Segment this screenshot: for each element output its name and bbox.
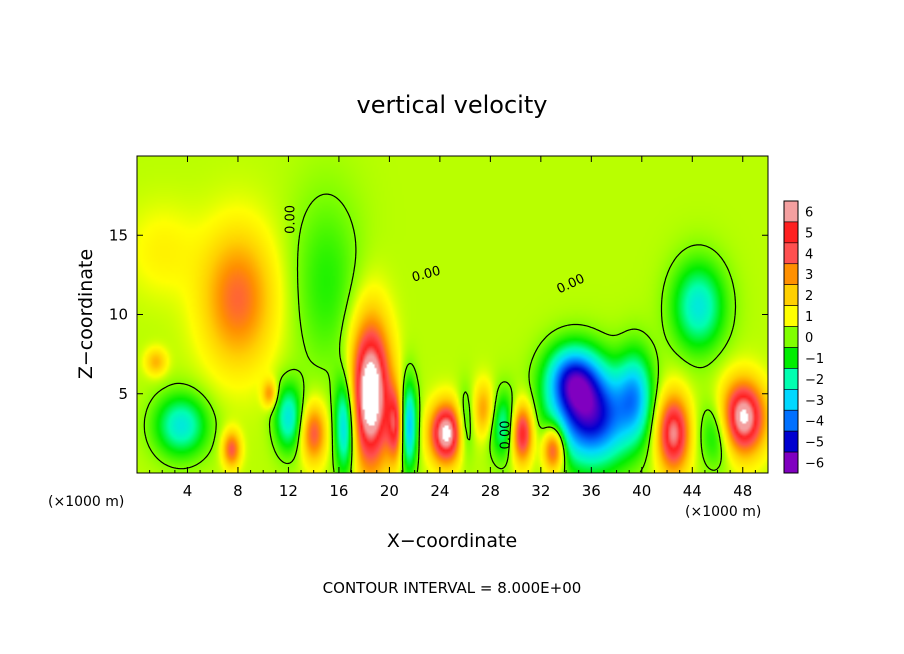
colorbar-label: −6 [805, 457, 824, 472]
colorbar-swatch [783, 409, 799, 432]
colorbar-frame [783, 200, 799, 474]
plot-area: 0.000.00 0.000.00 4 8 12 16 20 24 28 32 36 40 44 48 … [109, 155, 769, 500]
colorbar-label: 1 [805, 310, 813, 325]
y-axis-ticks: 5 10 15 [109, 226, 768, 403]
colorbar-label: −5 [805, 436, 824, 451]
colorbar-swatch [783, 242, 799, 265]
colorbar: 6 5 4 3 2 1 0 −1 −2 −3 −4 −5 −6 [783, 200, 824, 474]
x-unit-label: (×1000 m) [48, 494, 124, 510]
x-tick-label: 36 [582, 482, 601, 500]
colorbar-swatch [783, 451, 799, 474]
velocity-field [137, 156, 768, 473]
x-axis-ticks: 4 8 12 16 20 24 28 32 36 40 44 48 [149, 156, 756, 500]
x-unit-label-right: (×1000 m) [685, 504, 761, 520]
contour-label: 0.00 [284, 205, 299, 234]
zero-contours: 0.000.00 0.000.00 [143, 193, 737, 473]
x-tick-label: 48 [733, 482, 752, 500]
colorbar-swatch [783, 326, 799, 348]
colorbar-label: 6 [805, 205, 813, 220]
x-axis-label: X−coordinate [387, 530, 517, 552]
colorbar-label: −4 [805, 415, 824, 430]
chart-title: vertical velocity [357, 91, 548, 119]
colorbar-swatch [783, 430, 799, 453]
colorbar-swatch [783, 284, 799, 306]
y-tick-label: 15 [109, 226, 128, 244]
colorbar-swatch [783, 221, 799, 244]
x-tick-label: 24 [430, 482, 449, 500]
y-axis-label: Z−coordinate [75, 249, 97, 379]
colorbar-label: 5 [805, 226, 813, 241]
x-tick-label: 4 [183, 482, 193, 500]
colorbar-swatch [783, 305, 799, 327]
colorbar-label: 0 [805, 331, 813, 346]
x-tick-label: 44 [683, 482, 702, 500]
colorbar-label: 4 [805, 247, 813, 262]
colorbar-swatch [783, 347, 799, 369]
x-tick-label: 28 [481, 482, 500, 500]
x-tick-label: 8 [233, 482, 243, 500]
colorbar-swatch [783, 389, 799, 411]
colorbar-label: −3 [805, 394, 824, 409]
contour-label: 0.00 [498, 420, 513, 449]
colorbar-label: 2 [805, 289, 813, 304]
zero-contour-line [143, 193, 737, 473]
colorbar-swatch [783, 368, 799, 390]
colorbar-label: 3 [805, 268, 813, 283]
x-tick-label: 20 [380, 482, 399, 500]
contour-label: 0.00 [410, 264, 442, 286]
colorbar-swatch [783, 200, 799, 223]
x-tick-label: 40 [632, 482, 651, 500]
y-tick-label: 5 [118, 385, 128, 403]
colorbar-label: −2 [805, 373, 824, 388]
x-tick-label: 16 [329, 482, 348, 500]
x-tick-label: 32 [531, 482, 550, 500]
contour-interval-note: CONTOUR INTERVAL = 8.000E+00 [323, 579, 582, 597]
x-tick-label: 12 [279, 482, 298, 500]
y-tick-label: 10 [109, 306, 128, 324]
colorbar-swatch [783, 263, 799, 285]
colorbar-label: −1 [805, 352, 824, 367]
